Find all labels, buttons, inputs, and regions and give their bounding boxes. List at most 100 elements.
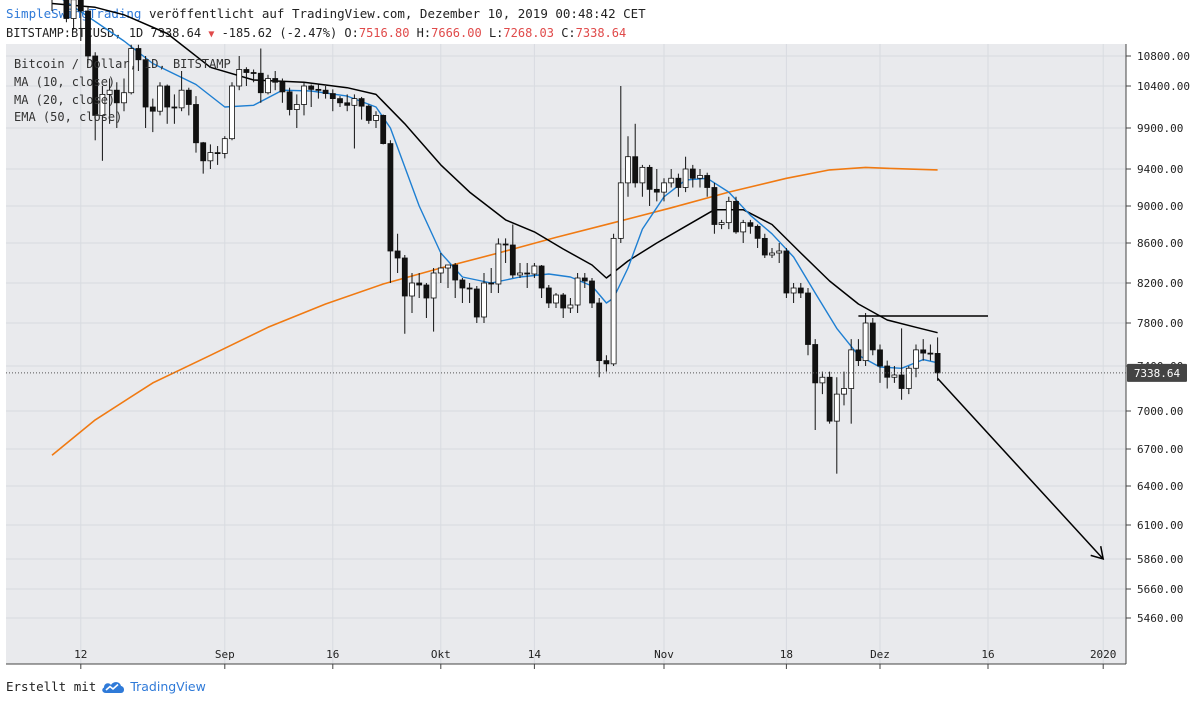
candle-body [128,48,135,94]
x-tick-label: Dez [870,648,890,661]
last-price-label: 7338.64 [1134,367,1181,380]
candle-body [344,102,351,106]
candle-body [754,225,761,239]
candle-body [581,277,588,282]
candle-body [538,265,545,289]
candle-body [589,280,595,304]
y-tick-label: 8600.00 [1137,237,1183,250]
candle-body [63,0,70,19]
last-price-box [1127,363,1187,382]
candle-body [653,188,660,193]
ema50-series [51,166,938,456]
grid-lines [6,44,1126,664]
candle-body [711,187,718,225]
candle-body [891,374,898,378]
candle-body [121,92,127,104]
legend-ma20: MA (20, close) [14,93,115,107]
price-axis[interactable]: 10800.00 10400.00 9900.00 9400.00 9000.00 860… [1126,50,1190,625]
candle-body [416,282,423,286]
footer: Erstellt mit TradingView [6,679,206,694]
candle-body [452,264,459,281]
candle-body [113,89,120,104]
candle-body [517,272,523,276]
candle-body [877,349,883,367]
x-tick-label: 18 [780,648,793,661]
y-tick-label: 10800.00 [1137,50,1190,63]
time-axis[interactable]: 12 Sep 16 Okt 14 Nov 18 Dez 16 2020 [74,648,1116,669]
candle-body [898,374,905,389]
y-tick-label: 7800.00 [1137,317,1183,330]
x-tick-label: Okt [431,648,451,661]
candle-body [509,244,516,276]
candle-body [365,105,372,121]
y-tick-label: 10400.00 [1137,80,1190,93]
x-tick-label: 12 [74,648,87,661]
candle-body [380,115,387,144]
y-tick-label: 5460.00 [1137,612,1183,625]
candle-body [869,322,876,351]
candle-body [797,287,804,294]
drawings [858,315,1105,561]
x-tick-label: 14 [528,648,542,661]
candle-body [373,115,379,121]
arrow-line [937,377,1104,560]
candle-body [567,304,574,309]
candle-body [394,250,401,259]
y-tick-label: 9900.00 [1137,122,1183,135]
candle-body [553,294,559,304]
candle-body [682,168,689,188]
candle-body [747,222,754,227]
candle-body [85,10,91,57]
candle-body [617,182,624,239]
candle-body [596,302,603,362]
publish-info: veröffentlicht auf TradingView.com, Deze… [149,6,646,21]
legend-ema50: EMA (50, close) [14,110,122,124]
candle-body [848,349,855,389]
candle-body [725,200,732,224]
candle-body [466,287,473,290]
y-tick-label: 5660.00 [1137,583,1183,596]
candle-body [445,264,451,269]
y-tick-label: 8200.00 [1137,277,1183,290]
candle-body [272,78,279,83]
x-tick-label: 16 [981,648,994,661]
candle-body [574,277,581,306]
candle-body [905,367,912,389]
y-tick-label: 6700.00 [1137,443,1183,456]
candle-body [92,55,99,116]
candle-body [481,282,487,318]
high-value: 7666.00 [431,26,482,40]
tradingview-brand[interactable]: TradingView [130,679,206,694]
candle-body [783,250,790,294]
candle-body [423,284,430,299]
candle-body [862,322,869,362]
candle-body [214,152,221,155]
legend-ma10: MA (10, close) [14,75,115,89]
candle-body [358,98,365,107]
candle-body [776,250,783,254]
candle-body [293,104,300,110]
last-price-marker: 7338.64 [6,363,1187,382]
candle-body [826,376,833,422]
candle-body [106,89,113,95]
candle-body [502,243,509,246]
candle-body [243,69,250,73]
candle-body [99,94,106,116]
candle-body [70,0,77,19]
price-change: -185.62 (-2.47%) [221,26,338,40]
y-tick-label: 6400.00 [1137,480,1183,493]
candle-body [488,282,495,285]
x-tick-label: 16 [326,648,339,661]
candle-body [351,98,358,106]
candle-body [459,279,466,289]
candles [51,0,941,474]
candle-body [322,89,329,94]
candle-body [625,156,631,184]
candle-body [790,287,797,294]
candle-body [855,349,862,362]
candle-body [560,294,567,309]
legend-title: Bitcoin / Dollar, 1D, BITSTAMP [14,57,231,71]
y-tick-label: 9400.00 [1137,163,1183,176]
candle-body [149,106,156,112]
